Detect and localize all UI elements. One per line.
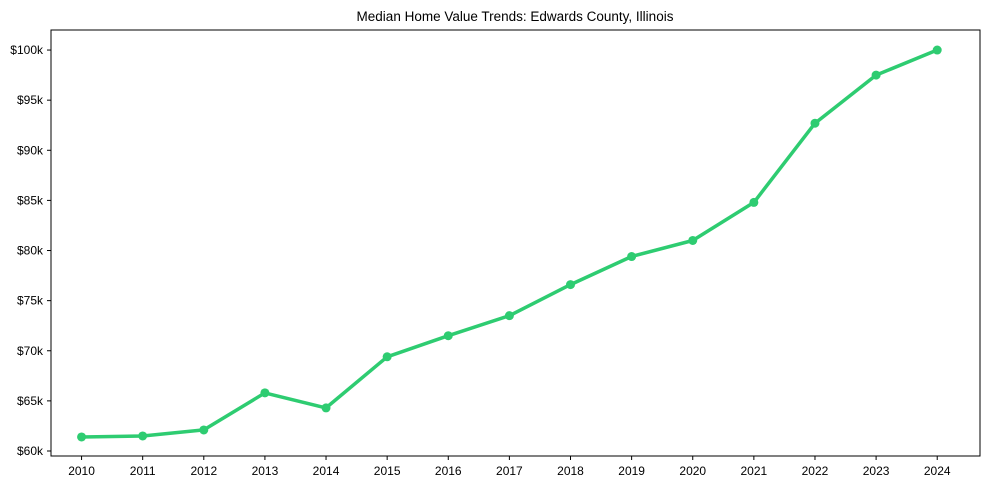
x-tick-label: 2013 [252, 464, 279, 478]
x-tick-label: 2024 [924, 464, 951, 478]
data-point [260, 388, 270, 398]
x-tick-label: 2015 [374, 464, 401, 478]
x-tick-label: 2011 [130, 464, 156, 478]
x-tick-label: 2014 [313, 464, 340, 478]
x-tick-label: 2012 [190, 464, 217, 478]
y-tick-label: $65k [17, 394, 44, 408]
x-tick-label: 2021 [741, 464, 768, 478]
data-point [138, 431, 148, 441]
y-tick-label: $70k [17, 344, 44, 358]
axes-frame [50, 29, 981, 457]
x-axis: 2010 2011 2012 2013 2014 2015 2016 2017 2018 2019… [68, 456, 951, 478]
data-point [443, 331, 453, 341]
data-point [627, 252, 637, 262]
data-point [504, 311, 514, 321]
data-point [932, 45, 942, 55]
data-point [749, 197, 759, 207]
data-point [688, 235, 698, 245]
y-tick-label: $90k [17, 143, 44, 157]
x-tick-label: 2016 [435, 464, 462, 478]
data-point [382, 352, 392, 362]
x-tick-label: 2022 [802, 464, 829, 478]
y-tick-label: $60k [17, 444, 44, 458]
y-axis: $60k $65k $70k $75k $80k $85k $90k $95k $100k [10, 43, 51, 458]
y-tick-label: $85k [17, 193, 44, 207]
x-tick-label: 2023 [863, 464, 890, 478]
plot-area [77, 45, 942, 442]
data-point [566, 280, 576, 290]
x-tick-label: 2018 [557, 464, 584, 478]
x-tick-label: 2020 [679, 464, 706, 478]
y-tick-label: $100k [10, 43, 44, 57]
x-tick-label: 2017 [496, 464, 523, 478]
x-tick-label: 2019 [618, 464, 645, 478]
y-tick-label: $95k [17, 93, 44, 107]
data-point [321, 403, 331, 413]
data-point [77, 432, 87, 442]
y-tick-label: $80k [17, 244, 44, 258]
x-tick-label: 2010 [68, 464, 95, 478]
chart-title: Median Home Value Trends: Edwards County… [357, 9, 674, 24]
data-point [871, 70, 881, 80]
y-tick-label: $75k [17, 294, 44, 308]
data-point [810, 118, 820, 128]
data-point [199, 425, 209, 435]
data-line [79, 48, 939, 439]
